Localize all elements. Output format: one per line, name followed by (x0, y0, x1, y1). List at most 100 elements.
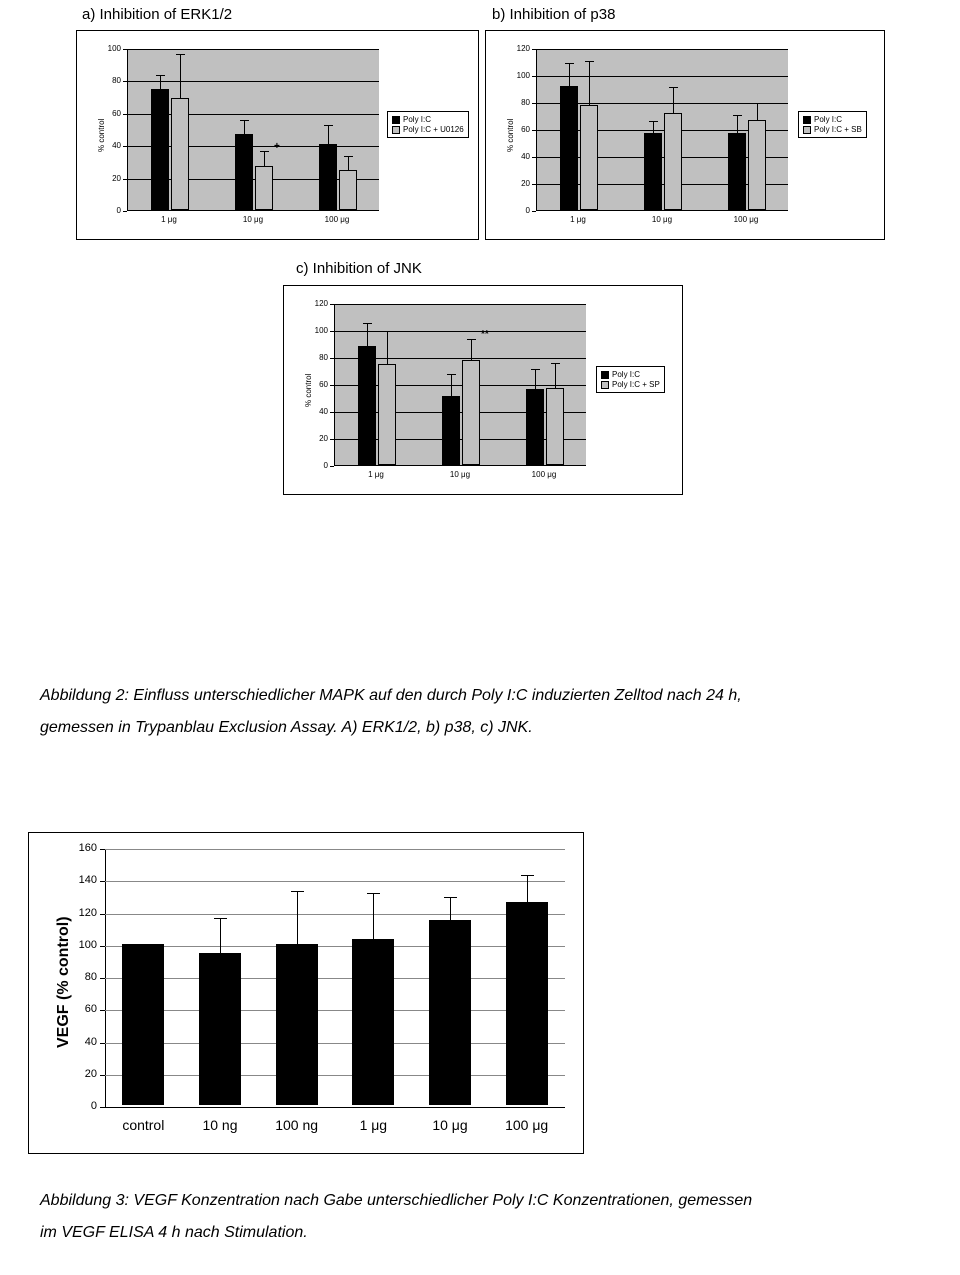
error-cap (585, 61, 594, 62)
legend-label: Poly I:C + U0126 (403, 125, 464, 134)
bar (644, 133, 662, 210)
legend-swatch (601, 371, 609, 379)
error-bar (569, 63, 570, 87)
y-tick (330, 466, 334, 467)
legend-item: Poly I:C (803, 115, 862, 124)
y-tick (100, 1075, 105, 1076)
error-bar (535, 369, 536, 391)
legend-label: Poly I:C + SB (814, 125, 862, 134)
chart-b-title: b) Inhibition of p38 (492, 6, 615, 23)
error-bar (328, 125, 329, 144)
y-axis-label: VEGF (% control) (55, 916, 73, 1048)
chart-b-box: 020406080100120% control1 μg10 μg100 μgP… (485, 30, 885, 240)
error-cap (324, 125, 333, 126)
error-cap (467, 339, 476, 340)
error-bar (527, 875, 528, 904)
y-tick (532, 49, 536, 50)
error-bar (653, 121, 654, 135)
legend-item: Poly I:C (601, 370, 660, 379)
error-bar (180, 54, 181, 99)
error-cap (363, 323, 372, 324)
y-tick (532, 157, 536, 158)
gridline (105, 1075, 565, 1076)
y-tick-label: 40 (310, 407, 328, 416)
error-bar (555, 363, 556, 389)
bar (171, 98, 189, 210)
plot-area (127, 49, 379, 211)
y-tick (100, 1107, 105, 1108)
y-tick (532, 184, 536, 185)
error-cap (447, 374, 456, 375)
y-tick-label: 80 (103, 76, 121, 85)
caption-line: Abbildung 2: Einfluss unterschiedlicher … (40, 687, 742, 704)
legend-item: Poly I:C + SB (803, 125, 862, 134)
gridline (105, 849, 565, 850)
x-tick-label: 10 μg (440, 470, 480, 479)
y-tick (330, 358, 334, 359)
y-tick (100, 978, 105, 979)
error-cap (291, 891, 304, 892)
bar (151, 89, 169, 211)
y-tick (100, 914, 105, 915)
x-tick-label: 1 μg (356, 470, 396, 479)
y-tick (100, 1010, 105, 1011)
gridline (105, 978, 565, 979)
bar (580, 105, 598, 210)
y-tick (532, 76, 536, 77)
x-tick-label: 100 ng (258, 1117, 335, 1133)
y-tick-label: 80 (512, 98, 530, 107)
y-tick-label: 0 (512, 206, 530, 215)
legend-swatch (392, 116, 400, 124)
x-tick-label: 10 μg (412, 1117, 489, 1133)
legend: Poly I:CPoly I:C + SB (798, 111, 867, 138)
bar (560, 86, 578, 210)
legend-swatch (601, 381, 609, 389)
y-tick (330, 304, 334, 305)
y-tick-label: 0 (310, 461, 328, 470)
error-cap (444, 897, 457, 898)
y-tick-label: 100 (103, 44, 121, 53)
figure-3-caption: Abbildung 3: VEGF Konzentration nach Gab… (40, 1185, 920, 1249)
caption-line: gemessen in Trypanblau Exclusion Assay. … (40, 719, 533, 736)
legend-swatch (392, 126, 400, 134)
chart-a-box: 020406080100% control1 μg10 μg100 μg+Pol… (76, 30, 479, 240)
bar (122, 944, 164, 1105)
chart-c-title: c) Inhibition of JNK (296, 260, 422, 277)
error-cap (753, 103, 762, 104)
bar (199, 953, 241, 1105)
x-tick-label: control (105, 1117, 182, 1133)
y-tick (330, 412, 334, 413)
y-tick (123, 81, 127, 82)
gridline (537, 76, 788, 77)
y-tick (330, 385, 334, 386)
gridline (335, 331, 586, 332)
error-bar (589, 61, 590, 106)
gridline (128, 49, 379, 50)
y-tick (330, 331, 334, 332)
legend: Poly I:CPoly I:C + SP (596, 366, 665, 393)
x-tick-label: 100 μg (488, 1117, 565, 1133)
error-cap (531, 369, 540, 370)
x-tick-label: 100 μg (726, 215, 766, 224)
error-cap (669, 87, 678, 88)
error-cap (156, 75, 165, 76)
x-tick-label: 10 μg (233, 215, 273, 224)
y-tick-label: 0 (67, 1100, 97, 1112)
y-axis-label: % control (304, 374, 313, 407)
error-bar (471, 339, 472, 361)
y-tick-label: 60 (103, 109, 121, 118)
error-bar (373, 893, 374, 941)
error-cap (344, 156, 353, 157)
error-bar (348, 156, 349, 171)
x-tick-label: 1 μg (335, 1117, 412, 1133)
bar (352, 939, 394, 1105)
error-bar (220, 918, 221, 955)
plot-area (536, 49, 788, 211)
y-tick-label: 0 (103, 206, 121, 215)
y-tick-label: 20 (103, 174, 121, 183)
figure-2-caption: Abbildung 2: Einfluss unterschiedlicher … (40, 680, 920, 744)
bar (506, 902, 548, 1105)
error-bar (737, 115, 738, 134)
error-bar (387, 331, 388, 365)
y-tick (100, 881, 105, 882)
